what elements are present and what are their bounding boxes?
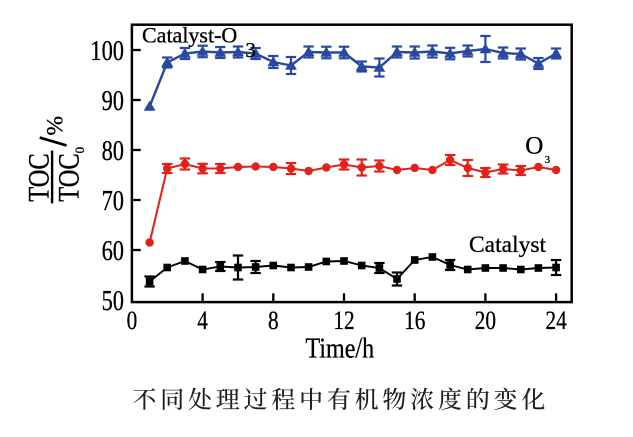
svg-text:12: 12 — [333, 307, 354, 336]
svg-text:Catalyst: Catalyst — [469, 232, 546, 258]
svg-text:70: 70 — [102, 186, 124, 217]
svg-text:TOC: TOC — [22, 153, 55, 202]
svg-text:0: 0 — [72, 147, 87, 154]
svg-text:16: 16 — [404, 307, 425, 336]
svg-text:60: 60 — [102, 236, 124, 267]
svg-text:20: 20 — [475, 307, 496, 336]
svg-text:24: 24 — [545, 307, 566, 336]
svg-text:0: 0 — [127, 307, 138, 336]
svg-text:TOC: TOC — [53, 153, 86, 202]
svg-text:4: 4 — [197, 307, 208, 336]
svg-text:90: 90 — [102, 86, 124, 117]
svg-text:8: 8 — [268, 307, 279, 336]
svg-text:80: 80 — [102, 136, 124, 167]
svg-text:50: 50 — [102, 286, 124, 317]
svg-text:%: % — [43, 116, 69, 136]
svg-text:Time/h: Time/h — [305, 333, 374, 364]
svg-text:100: 100 — [90, 36, 124, 67]
